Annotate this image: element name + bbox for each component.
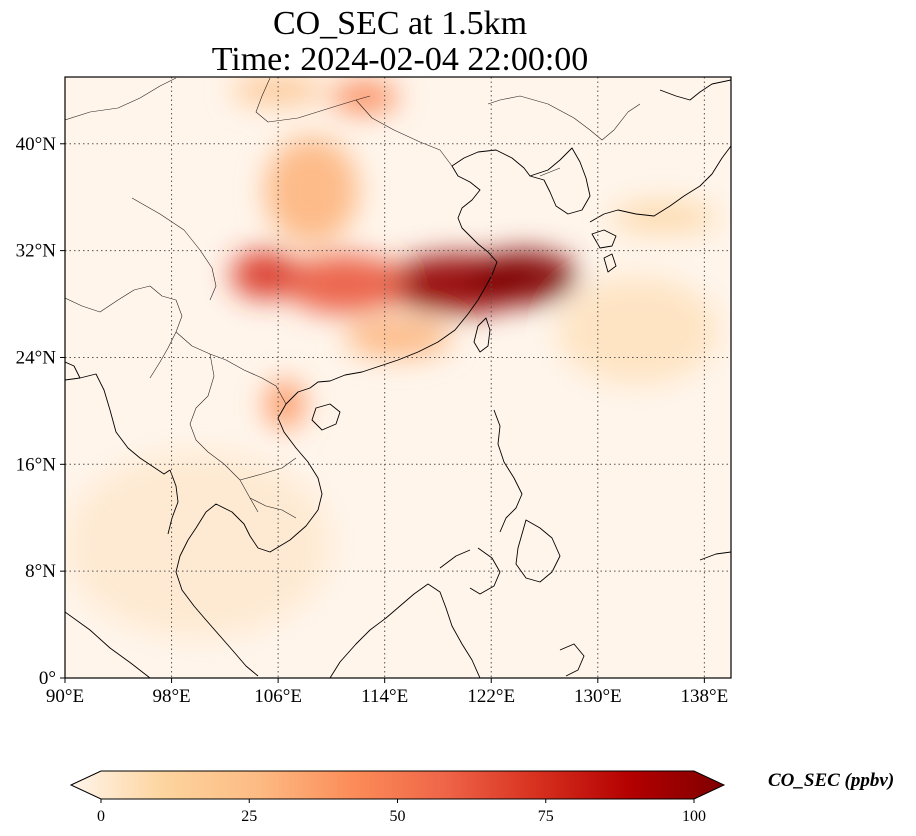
lon-tick-label: 106°E <box>254 686 302 707</box>
co-plume <box>611 201 718 234</box>
lat-ticks: 0° 8°N 16°N 24°N 32°N 40°N <box>16 134 65 689</box>
lat-tick-label: 40°N <box>16 134 57 155</box>
colorbar-gradient <box>69 770 726 800</box>
lat-tick-label: 32°N <box>16 241 57 262</box>
co-plume <box>264 380 305 429</box>
lon-tick-label: 122°E <box>467 686 515 707</box>
map-frame <box>64 76 732 679</box>
lon-tick-label: 114°E <box>361 686 408 707</box>
co-plume <box>65 450 332 638</box>
gridlines <box>65 77 731 678</box>
co-plume <box>264 137 359 244</box>
co-plume <box>471 250 578 305</box>
lon-tick-label: 138°E <box>681 686 729 707</box>
colorbar-tick-label: 75 <box>538 808 554 825</box>
colorbar-label: CO_SEC (ppbv) <box>768 770 895 791</box>
co-plume <box>284 254 405 314</box>
colorbar-tick-label: 0 <box>97 808 105 825</box>
colorbar-tick-label: 25 <box>241 808 257 825</box>
lat-tick-label: 0° <box>39 668 56 689</box>
colorbar-tick-label: 50 <box>390 808 406 825</box>
lon-tick-label: 90°E <box>46 686 84 707</box>
lon-ticks: 90°E 98°E 106°E 114°E 122°E 130°E 138°E <box>46 678 728 707</box>
co-plume <box>331 81 399 114</box>
colorbar: 0 25 50 75 100 <box>69 770 726 825</box>
lat-tick-label: 8°N <box>25 561 56 582</box>
colorbar-tick-label: 100 <box>682 808 706 825</box>
colorbar-ticks: 0 25 50 75 100 <box>97 799 706 825</box>
map-title-line-2: Time: 2024-02-04 22:00:00 <box>211 41 589 78</box>
co-concentration-field <box>65 77 718 638</box>
co-plume <box>231 250 299 299</box>
lon-tick-label: 130°E <box>574 686 622 707</box>
co-plume <box>557 277 718 385</box>
lat-tick-label: 16°N <box>16 454 57 475</box>
co-plume <box>231 77 325 104</box>
lat-tick-label: 24°N <box>16 347 57 368</box>
country-borders <box>65 77 641 519</box>
coastlines <box>65 79 731 678</box>
lon-tick-label: 98°E <box>152 686 190 707</box>
map-title-line-1: CO_SEC at 1.5km <box>272 5 528 42</box>
co-plume <box>344 317 452 358</box>
